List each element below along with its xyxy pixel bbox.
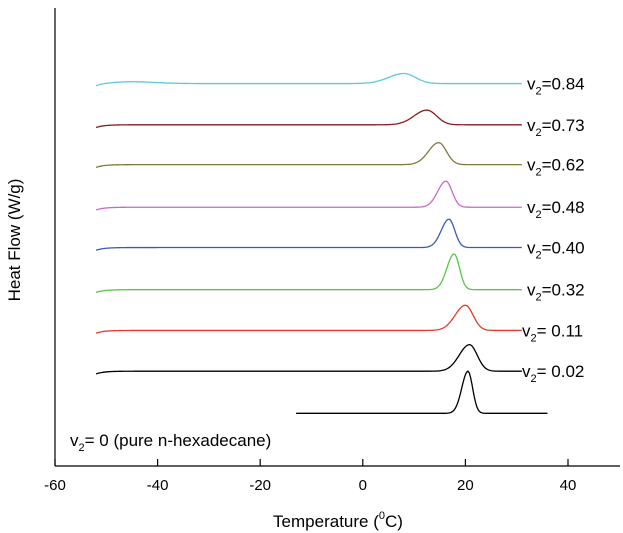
x-tick-label: 20 bbox=[457, 477, 474, 494]
series-label: v2=0.84 bbox=[527, 75, 585, 98]
x-axis-title-main: Temperature ( bbox=[273, 512, 379, 531]
y-axis-title: Heat Flow (W/g) bbox=[5, 179, 24, 302]
series-lines bbox=[95, 72, 548, 414]
x-tick-label: 40 bbox=[560, 477, 577, 494]
series-label: v2=0.73 bbox=[527, 116, 585, 139]
series-label: v2=0.40 bbox=[527, 239, 585, 262]
series-label: v2= 0 (pure n-hexadecane) bbox=[70, 431, 271, 454]
series-line bbox=[95, 142, 522, 168]
series-line bbox=[95, 72, 522, 87]
x-ticks: -60 -40 -20 0 20 40 bbox=[44, 459, 576, 494]
series-label: v2= 0.02 bbox=[522, 362, 584, 385]
series-line bbox=[95, 218, 522, 251]
series-label: v2=0.48 bbox=[527, 198, 585, 221]
x-tick-label: -40 bbox=[147, 477, 169, 494]
x-axis-title: Temperature (0C) bbox=[273, 510, 403, 531]
x-axis-title-end: C) bbox=[385, 512, 403, 531]
series-line bbox=[95, 180, 522, 211]
series-label: v2=0.32 bbox=[527, 281, 585, 304]
x-tick-label: -60 bbox=[44, 477, 66, 494]
x-tick-label: 0 bbox=[359, 477, 367, 494]
series-line bbox=[296, 370, 548, 414]
series-label: v2= 0.11 bbox=[522, 321, 583, 344]
series-line bbox=[95, 304, 522, 334]
series-line bbox=[95, 343, 522, 375]
series-line bbox=[95, 253, 522, 294]
series-line bbox=[95, 109, 522, 129]
series-label: v2=0.62 bbox=[527, 156, 585, 179]
x-tick-label: -20 bbox=[249, 477, 271, 494]
x-axis-title-sup: 0 bbox=[379, 510, 385, 522]
series-labels: v2=0.84 v2=0.73 v2=0.62 v2=0.48 v2=0.40 v2=0.… bbox=[70, 75, 585, 454]
